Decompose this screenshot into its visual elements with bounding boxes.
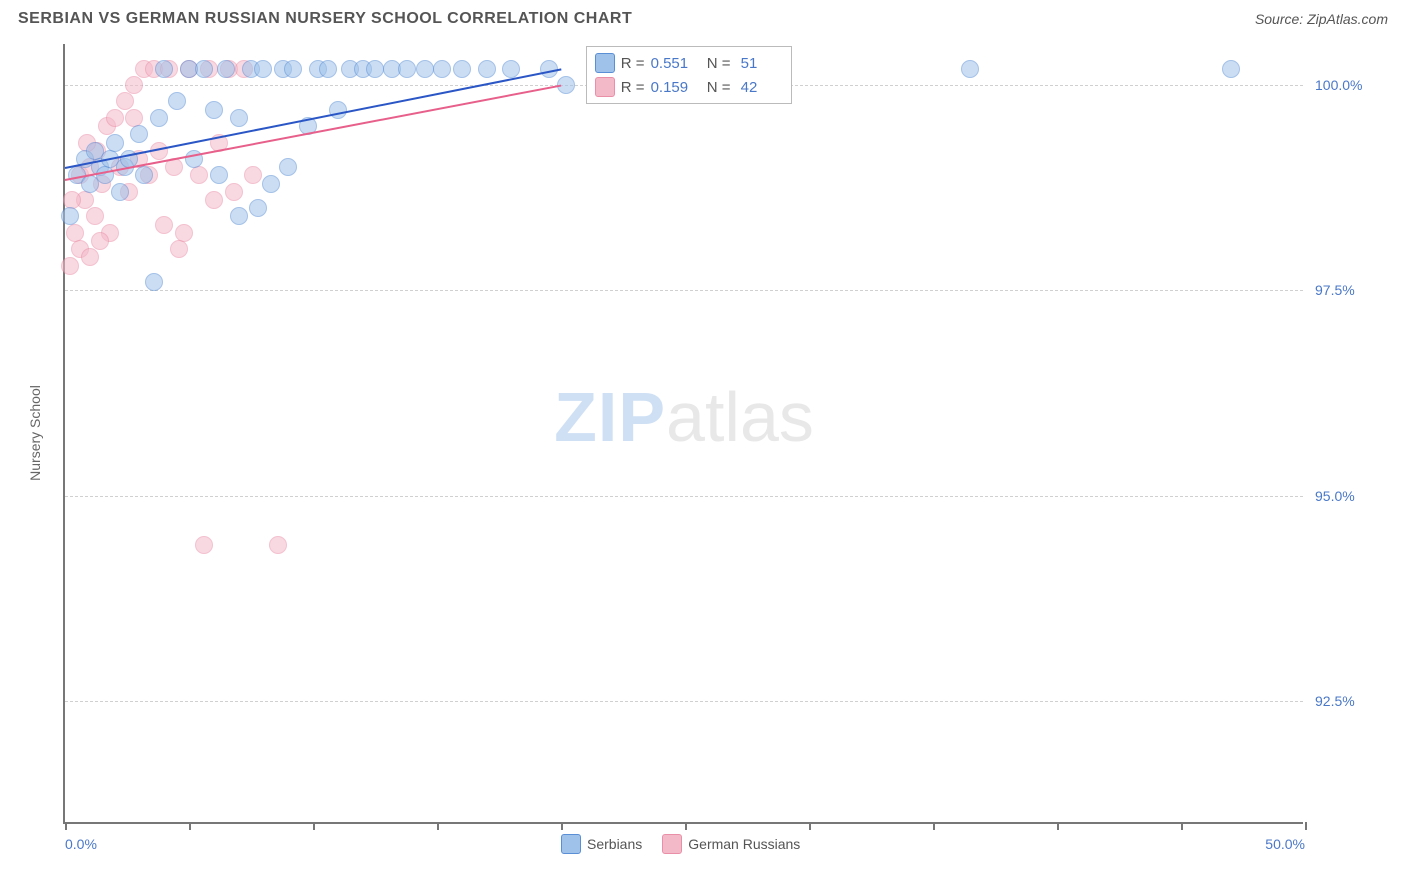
data-point: [453, 60, 471, 78]
stats-n-label: N =: [703, 55, 731, 72]
data-point: [205, 191, 223, 209]
data-point: [284, 60, 302, 78]
x-tick: [65, 822, 67, 830]
data-point: [249, 199, 267, 217]
data-point: [205, 101, 223, 119]
legend: Serbians German Russians: [561, 834, 800, 854]
data-point: [225, 183, 243, 201]
watermark-atlas: atlas: [666, 378, 814, 456]
stats-n-label: N =: [703, 79, 731, 96]
chart-title: SERBIAN VS GERMAN RUSSIAN NURSERY SCHOOL…: [18, 10, 632, 28]
stats-n-value: 42: [737, 79, 783, 96]
legend-label: German Russians: [688, 836, 800, 852]
data-point: [86, 207, 104, 225]
data-point: [262, 175, 280, 193]
data-point: [125, 76, 143, 94]
plot-area: Nursery School ZIPatlas 92.5%95.0%97.5%1…: [63, 44, 1303, 824]
data-point: [61, 207, 79, 225]
y-tick-label: 97.5%: [1315, 282, 1375, 298]
x-tick: [1181, 822, 1183, 830]
data-point: [155, 216, 173, 234]
data-point: [416, 60, 434, 78]
data-point: [168, 92, 186, 110]
data-point: [145, 273, 163, 291]
data-point: [125, 109, 143, 127]
stats-n-value: 51: [737, 55, 783, 72]
chart-source: Source: ZipAtlas.com: [1255, 11, 1388, 27]
data-point: [230, 109, 248, 127]
data-point: [366, 60, 384, 78]
stats-r-value: 0.159: [651, 79, 697, 96]
data-point: [502, 60, 520, 78]
data-point: [135, 166, 153, 184]
legend-swatch: [662, 834, 682, 854]
stats-box: R = 0.551 N = 51 R = 0.159 N = 42: [586, 46, 792, 104]
y-tick-label: 100.0%: [1315, 77, 1375, 93]
legend-item: German Russians: [662, 834, 800, 854]
x-tick: [685, 822, 687, 830]
series-swatch: [595, 53, 615, 73]
watermark: ZIPatlas: [554, 377, 814, 457]
series-swatch: [595, 77, 615, 97]
x-tick: [1057, 822, 1059, 830]
x-tick: [189, 822, 191, 830]
data-point: [91, 232, 109, 250]
legend-swatch: [561, 834, 581, 854]
data-point: [195, 60, 213, 78]
x-tick: [1305, 822, 1307, 830]
chart-header: SERBIAN VS GERMAN RUSSIAN NURSERY SCHOOL…: [0, 0, 1406, 34]
data-point: [150, 109, 168, 127]
data-point: [279, 158, 297, 176]
x-tick: [313, 822, 315, 830]
data-point: [398, 60, 416, 78]
y-tick-label: 95.0%: [1315, 488, 1375, 504]
data-point: [111, 183, 129, 201]
data-point: [230, 207, 248, 225]
data-point: [478, 60, 496, 78]
data-point: [190, 166, 208, 184]
chart-container: Nursery School ZIPatlas 92.5% 95.0% 97.5% 1…: [18, 34, 1388, 844]
gridline-h: [65, 701, 1303, 702]
data-point: [433, 60, 451, 78]
data-point: [61, 257, 79, 275]
x-tick: [561, 822, 563, 830]
x-tick: [809, 822, 811, 830]
legend-item: Serbians: [561, 834, 642, 854]
data-point: [1222, 60, 1240, 78]
x-tick-label: 50.0%: [1265, 836, 1305, 852]
data-point: [175, 224, 193, 242]
data-point: [244, 166, 262, 184]
watermark-zip: ZIP: [554, 378, 666, 456]
data-point: [195, 536, 213, 554]
data-point: [106, 109, 124, 127]
stats-row: R = 0.551 N = 51: [595, 51, 783, 75]
x-tick: [933, 822, 935, 830]
data-point: [81, 248, 99, 266]
y-tick-label: 92.5%: [1315, 693, 1375, 709]
data-point: [155, 60, 173, 78]
data-point: [63, 191, 81, 209]
data-point: [961, 60, 979, 78]
data-point: [66, 224, 84, 242]
data-point: [130, 125, 148, 143]
x-tick-label: 0.0%: [65, 836, 97, 852]
data-point: [106, 134, 124, 152]
x-tick: [437, 822, 439, 830]
data-point: [170, 240, 188, 258]
data-point: [254, 60, 272, 78]
legend-label: Serbians: [587, 836, 642, 852]
data-point: [210, 166, 228, 184]
data-point: [269, 536, 287, 554]
stats-row: R = 0.159 N = 42: [595, 75, 783, 99]
data-point: [319, 60, 337, 78]
data-point: [116, 92, 134, 110]
stats-r-value: 0.551: [651, 55, 697, 72]
stats-r-label: R =: [621, 55, 645, 72]
y-axis-title: Nursery School: [27, 385, 43, 481]
stats-r-label: R =: [621, 79, 645, 96]
gridline-h: [65, 496, 1303, 497]
data-point: [217, 60, 235, 78]
gridline-h: [65, 290, 1303, 291]
